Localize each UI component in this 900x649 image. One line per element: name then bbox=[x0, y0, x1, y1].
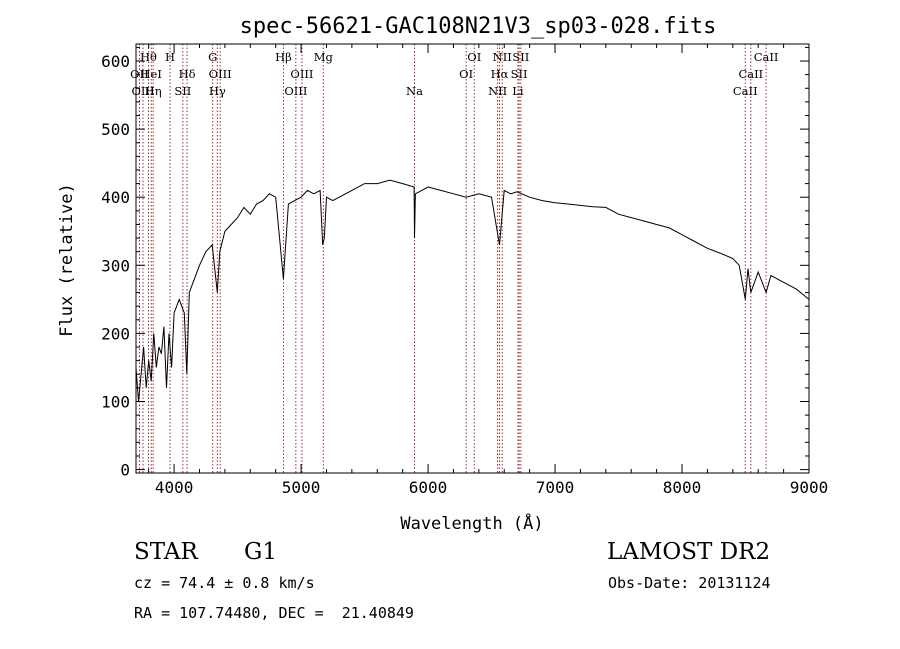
line-label-20: NII bbox=[488, 84, 507, 98]
y-tick-label-6: 600 bbox=[101, 52, 130, 71]
line-label-26: CaII bbox=[733, 84, 758, 98]
line-label-19: Hα bbox=[491, 67, 509, 81]
object-subclass: G1 bbox=[244, 539, 278, 565]
line-label-5: H bbox=[165, 50, 175, 64]
y-tick-label-0: 0 bbox=[120, 461, 130, 480]
line-label-3: OIII bbox=[131, 84, 154, 98]
x-tick-label-0: 4000 bbox=[155, 478, 194, 497]
spectrum-line bbox=[135, 179, 810, 402]
line-label-21: SII bbox=[512, 50, 529, 64]
spectrum-group bbox=[135, 179, 810, 402]
redshift-cz: cz = 74.4 ± 0.8 km/s bbox=[134, 574, 315, 592]
y-axis-label: Flux (relative) bbox=[57, 183, 77, 337]
line-label-16: OI bbox=[467, 50, 481, 64]
line-label-24: CaII bbox=[754, 50, 779, 64]
x-axis-label: Wavelength (Å) bbox=[400, 512, 543, 534]
x-axis: 4000 5000 6000 7000 8000 9000 bbox=[148, 44, 829, 497]
line-label-0: Hθ bbox=[140, 50, 157, 64]
line-label-14: Mg bbox=[314, 50, 334, 64]
x-tick-label-1: 5000 bbox=[282, 478, 321, 497]
y-tick-label-5: 500 bbox=[101, 120, 130, 139]
line-label-9: OIII bbox=[209, 67, 232, 81]
line-label-15: Na bbox=[406, 84, 423, 98]
line-label-12: OIII bbox=[290, 67, 313, 81]
x-tick-label-5: 9000 bbox=[790, 478, 829, 497]
survey-name: LAMOST DR2 bbox=[607, 539, 771, 565]
line-label-11: Hβ bbox=[275, 50, 292, 64]
line-label-1: OII bbox=[130, 67, 149, 81]
object-class: STAR bbox=[134, 539, 198, 565]
line-label-6: Hδ bbox=[179, 67, 196, 81]
x-tick-label-2: 6000 bbox=[409, 478, 448, 497]
line-label-17: OI bbox=[459, 67, 473, 81]
coordinates: RA = 107.74480, DEC = 21.40849 bbox=[134, 604, 414, 622]
line-label-22: SII bbox=[511, 67, 528, 81]
y-tick-label-1: 100 bbox=[101, 393, 130, 412]
line-label-10: Hγ bbox=[209, 84, 226, 98]
y-tick-label-2: 200 bbox=[101, 324, 130, 343]
line-label-7: SII bbox=[174, 84, 191, 98]
line-label-18: NII bbox=[493, 50, 512, 64]
y-tick-label-3: 300 bbox=[101, 256, 130, 275]
chart-title: spec-56621-GAC108N21V3_sp03-028.fits bbox=[240, 14, 717, 39]
line-label-8: G bbox=[208, 50, 217, 64]
plot-frame bbox=[135, 43, 810, 474]
line-label-13: OIII bbox=[284, 84, 307, 98]
x-tick-label-4: 8000 bbox=[663, 478, 702, 497]
x-tick-label-3: 7000 bbox=[536, 478, 575, 497]
y-tick-label-4: 400 bbox=[101, 188, 130, 207]
line-label-23: Li bbox=[512, 84, 524, 98]
line-marker-group: HθOIIHeIOIIIHηHHδSIIGOIIIHγHβOIIIOIIIMgN… bbox=[130, 44, 778, 473]
line-label-2: HeI bbox=[141, 67, 162, 81]
y-axis: 0 100 200 300 400 500 600 bbox=[101, 46, 809, 480]
obs-date: Obs-Date: 20131124 bbox=[608, 574, 771, 592]
line-label-25: CaII bbox=[738, 67, 763, 81]
line-label-4: Hη bbox=[145, 84, 162, 98]
